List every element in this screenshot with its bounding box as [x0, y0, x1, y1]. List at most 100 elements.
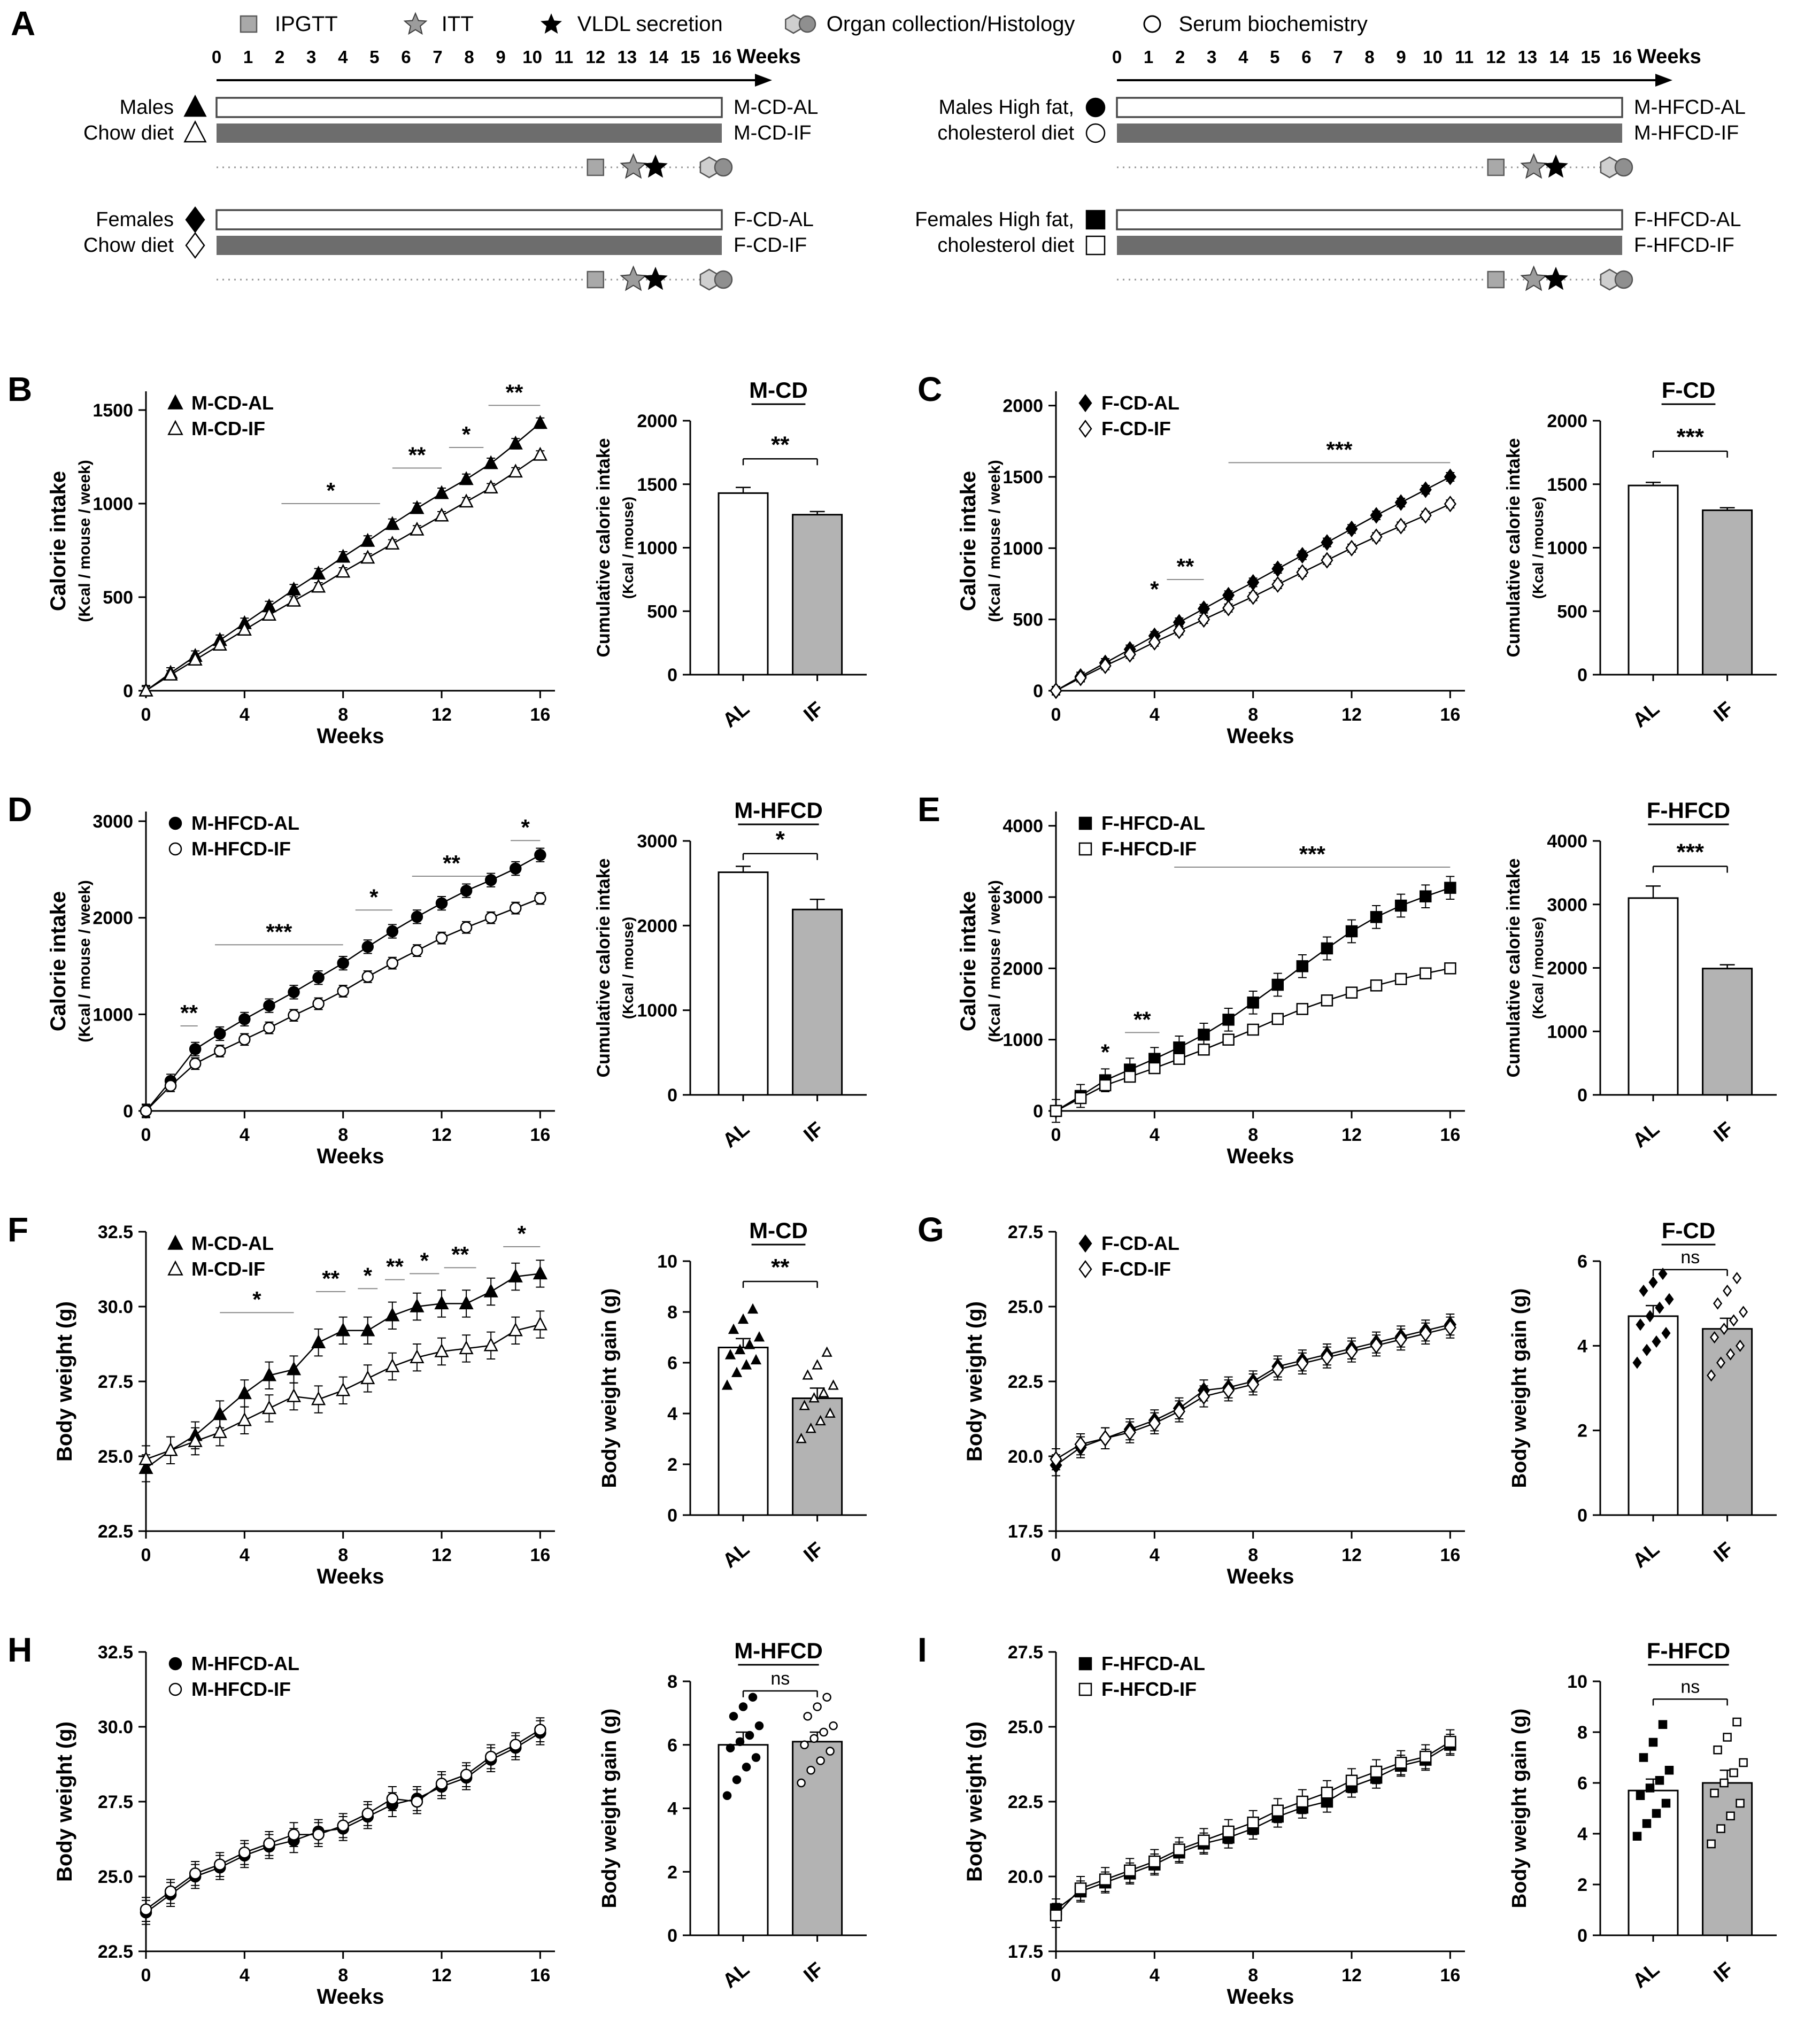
- svg-text:1000: 1000: [1002, 1030, 1043, 1051]
- svg-text:0: 0: [141, 1545, 151, 1565]
- svg-text:IF: IF: [800, 698, 828, 727]
- svg-text:0: 0: [212, 47, 221, 67]
- svg-text:2000: 2000: [637, 916, 677, 936]
- significance-annotations: ******: [1101, 841, 1451, 1065]
- svg-text:*: *: [1150, 577, 1159, 602]
- svg-text:12: 12: [1341, 1965, 1362, 1986]
- panel-g: G 0 4 8 12 16 17.5 20.0 22.5 25.0 27.5 Weeks Body w…: [910, 1196, 1820, 1617]
- svg-text:1000: 1000: [1002, 538, 1043, 559]
- panel-d-letter: D: [7, 790, 33, 829]
- axes: 0 1000 2000 3000 Cumulative calorie intake (K…: [593, 831, 867, 1106]
- svg-text:0: 0: [141, 1965, 151, 1986]
- svg-text:500: 500: [1557, 601, 1587, 622]
- F-line-svg: 0 4 8 12 16 22.5 25.0 27.5 30.0 32.5 Weeks Body wei…: [53, 1221, 555, 1588]
- itt-star-icon: [403, 12, 428, 35]
- svg-text:2000: 2000: [1002, 959, 1043, 979]
- svg-text:F-HFCD-IF: F-HFCD-IF: [1634, 234, 1734, 257]
- svg-text:0: 0: [1033, 681, 1043, 701]
- svg-text:**: **: [451, 1242, 469, 1267]
- svg-text:***: ***: [1677, 839, 1705, 866]
- svg-text:0: 0: [1051, 705, 1061, 725]
- svg-text:2: 2: [667, 1455, 677, 1475]
- axes: 0 4 8 12 16 17.5 20.0 22.5 25.0 27.5 Weeks Body wei…: [963, 1642, 1465, 2009]
- svg-text:16: 16: [530, 705, 550, 725]
- svg-text:Cumulative calorie intake: Cumulative calorie intake: [1503, 858, 1524, 1077]
- series-M-HFCD-IF: [140, 892, 546, 1117]
- axes: 0 4 8 12 16 0 500 1000 1500 Weeks Calorie intake (K…: [47, 391, 555, 748]
- vldl-star-icon: [540, 13, 562, 34]
- svg-text:AL: AL: [1629, 1118, 1664, 1153]
- scatter-points: [1632, 1717, 1748, 1849]
- axes: 0 4 8 12 16 0 1000 2000 3000 Weeks Calorie intake (…: [47, 812, 555, 1168]
- svg-text:M-CD: M-CD: [749, 377, 808, 403]
- svg-text:***: ***: [1326, 437, 1353, 462]
- svg-text:4: 4: [1150, 1545, 1160, 1565]
- I-bar-svg: F-HFCD 0 2 4 6 8 10 Body weight gain (g) AL IF ns: [1508, 1638, 1777, 1992]
- svg-text:4: 4: [1577, 1824, 1587, 1844]
- svg-text:13: 13: [1517, 47, 1537, 67]
- significance-annotation: ***: [1652, 839, 1728, 873]
- G-line-svg: 0 4 8 12 16 17.5 20.0 22.5 25.0 27.5 Weeks Body wei…: [963, 1222, 1465, 1588]
- svg-text:16: 16: [1440, 1965, 1460, 1986]
- svg-text:**: **: [1133, 1007, 1151, 1032]
- svg-text:Body weight (g): Body weight (g): [963, 1721, 986, 1882]
- significance-annotation: **: [742, 1254, 818, 1288]
- svg-text:12: 12: [1341, 1545, 1362, 1565]
- svg-text:4: 4: [1150, 705, 1160, 725]
- svg-text:Weeks: Weeks: [737, 45, 801, 68]
- svg-text:**: **: [506, 380, 523, 405]
- svg-text:22.5: 22.5: [1008, 1792, 1043, 1812]
- svg-text:4: 4: [338, 47, 348, 67]
- svg-text:F-CD-IF: F-CD-IF: [734, 234, 807, 257]
- svg-text:4: 4: [667, 1799, 677, 1819]
- significance-annotations: *** * ** * ***: [220, 1221, 541, 1314]
- svg-text:F-HFCD-AL: F-HFCD-AL: [1101, 1652, 1205, 1674]
- svg-text:500: 500: [1013, 610, 1043, 630]
- svg-text:F-HFCD-AL: F-HFCD-AL: [1634, 208, 1741, 231]
- svg-text:5: 5: [1270, 47, 1279, 67]
- chart-legend: F-HFCD-AL F-HFCD-IF: [1078, 812, 1205, 860]
- timeline-group-M-HFCD-AL: Males High fat, cholesterol diet M-HFCD-AL…: [937, 96, 1746, 179]
- F-bar-svg: M-CD 0 2 4 6 8 10 Body weight gain (g) AL IF **: [598, 1218, 867, 1573]
- svg-text:(Kcal / mouse / week): (Kcal / mouse / week): [76, 880, 94, 1042]
- chart-legend: F-HFCD-AL F-HFCD-IF: [1078, 1652, 1205, 1700]
- svg-text:**: **: [771, 1254, 790, 1280]
- axes: 0 4 8 12 16 22.5 25.0 27.5 30.0 32.5 Weeks Body wei…: [53, 1642, 555, 2009]
- legend-label: VLDL secretion: [577, 12, 723, 36]
- svg-text:15: 15: [1581, 47, 1601, 67]
- C-line-svg: 0 4 8 12 16 0 500 1000 1500 2000 Weeks Calorie inta…: [957, 391, 1465, 748]
- svg-text:M-CD-AL: M-CD-AL: [191, 1232, 274, 1254]
- svg-text:12: 12: [431, 705, 452, 725]
- svg-text:AL: AL: [719, 1538, 754, 1573]
- svg-text:0: 0: [667, 1926, 677, 1946]
- svg-text:(Kcal / mouse): (Kcal / mouse): [620, 497, 636, 599]
- svg-text:7: 7: [1333, 47, 1343, 67]
- svg-text:F-HFCD-IF: F-HFCD-IF: [1101, 1678, 1197, 1700]
- chart-legend: M-HFCD-AL M-HFCD-IF: [168, 1652, 299, 1700]
- svg-text:25.0: 25.0: [1008, 1297, 1043, 1317]
- svg-text:3: 3: [1207, 47, 1216, 67]
- svg-text:**: **: [771, 431, 790, 458]
- svg-text:Weeks: Weeks: [317, 1565, 384, 1588]
- svg-text:(Kcal / mouse): (Kcal / mouse): [620, 917, 636, 1019]
- svg-text:IF: IF: [1710, 1118, 1738, 1147]
- axes: 0 4 8 12 16 0 1000 2000 3000 4000 Weeks Calorie int…: [957, 812, 1465, 1168]
- bars: AL IF: [718, 486, 843, 732]
- svg-text:Weeks: Weeks: [1227, 1145, 1294, 1168]
- svg-text:*: *: [1101, 1040, 1110, 1065]
- svg-text:0: 0: [667, 1085, 677, 1106]
- legend-item: ITT: [397, 12, 474, 36]
- svg-text:Weeks: Weeks: [317, 724, 384, 748]
- svg-text:1: 1: [243, 47, 253, 67]
- panel-e-letter: E: [917, 790, 940, 829]
- legend-label: Serum biochemistry: [1178, 12, 1368, 36]
- svg-text:0: 0: [1577, 1926, 1587, 1946]
- svg-text:Calorie intake: Calorie intake: [957, 471, 980, 611]
- svg-text:12: 12: [1341, 705, 1362, 725]
- svg-text:M-CD-IF: M-CD-IF: [191, 1258, 265, 1280]
- svg-text:2: 2: [1577, 1421, 1587, 1441]
- svg-text:(Kcal / mouse): (Kcal / mouse): [1530, 497, 1546, 599]
